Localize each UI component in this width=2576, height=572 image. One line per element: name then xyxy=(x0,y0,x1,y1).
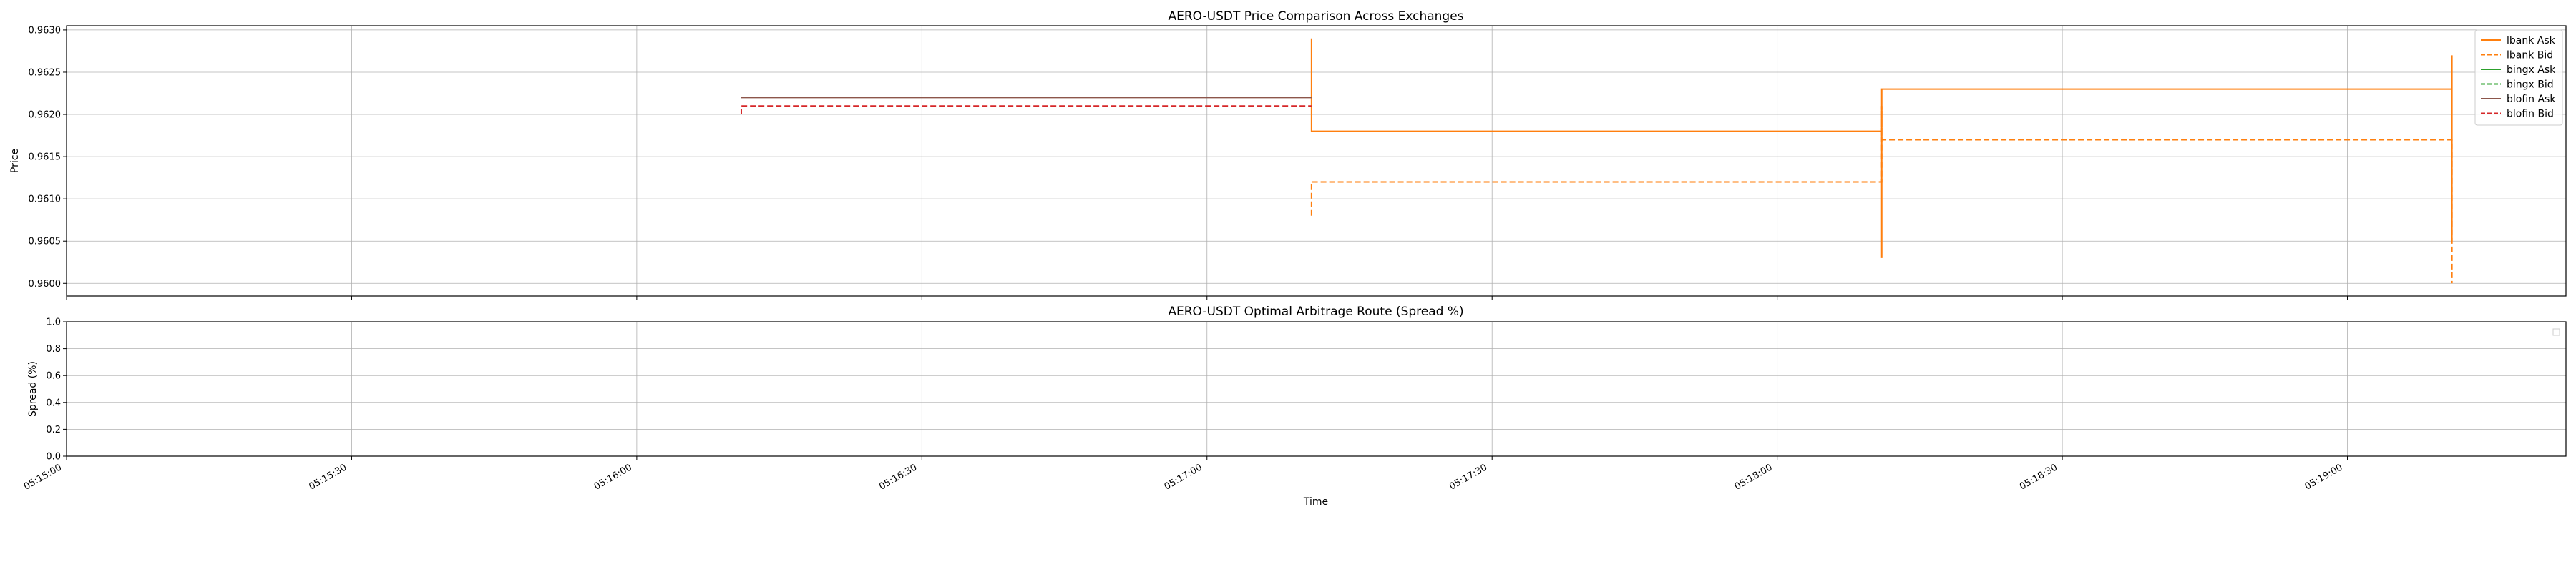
spread-ytick-label: 0.2 xyxy=(46,425,61,435)
price-series-lines xyxy=(740,38,2453,284)
price-x-ticks xyxy=(66,296,2348,300)
price-legend: lbank Ask lbank Bid bingx Ask bingx Bid blof… xyxy=(2474,29,2563,126)
price-y-axis-label: Price xyxy=(9,149,21,173)
legend-label-lbank-bid: lbank Bid xyxy=(2507,50,2553,61)
spread-x-axis-label: Time xyxy=(1303,496,1328,508)
legend-box xyxy=(2474,29,2563,126)
price-ytick-label: 0.9630 xyxy=(29,25,62,36)
spread-ytick-label: 0.4 xyxy=(46,398,61,408)
spread-ytick-label: 0.6 xyxy=(46,371,61,382)
price-grid xyxy=(66,26,2566,296)
price-ytick-label: 0.9625 xyxy=(29,67,62,78)
spread-ytick-label: 1.0 xyxy=(46,317,61,328)
price-ytick-label: 0.9605 xyxy=(29,237,62,247)
spread-ytick-label: 0.0 xyxy=(46,452,61,463)
price-ytick-label: 0.9615 xyxy=(29,152,62,163)
legend-label-lbank-ask: lbank Ask xyxy=(2507,35,2556,46)
price-chart-title: AERO-USDT Price Comparison Across Exchan… xyxy=(1168,9,1463,24)
price-ytick-label: 0.9610 xyxy=(29,194,62,205)
price-ytick-label: 0.9620 xyxy=(29,110,62,121)
empty-legend-box xyxy=(2552,328,2560,336)
spread-chart-title: AERO-USDT Optimal Arbitrage Route (Sprea… xyxy=(1168,305,1463,319)
spread-y-axis-label: Spread (%) xyxy=(27,361,39,417)
legend-label-bingx-bid: bingx Bid xyxy=(2507,79,2554,91)
lbank-bid-line xyxy=(1310,106,2453,284)
spread-axes-frame xyxy=(66,321,2567,457)
price-axes-frame xyxy=(66,25,2567,297)
spread-ytick-label: 0.8 xyxy=(46,344,61,355)
blofin-bid-line xyxy=(740,105,1312,115)
legend-label-blofin-bid: blofin Bid xyxy=(2507,109,2554,120)
spread-y-ticks: 0.0 0.2 0.4 0.6 0.8 1.0 xyxy=(46,317,67,463)
legend-label-bingx-ask: bingx Ask xyxy=(2507,64,2556,76)
price-comparison-panel: 0.9600 0.9605 0.9610 0.9615 0.9620 0.9625 0.96… xyxy=(9,9,2567,300)
price-ytick-label: 0.9600 xyxy=(29,279,62,290)
legend-label-blofin-ask: blofin Ask xyxy=(2507,94,2556,105)
price-y-ticks: 0.9600 0.9605 0.9610 0.9615 0.9620 0.9625 0.96… xyxy=(29,25,67,290)
